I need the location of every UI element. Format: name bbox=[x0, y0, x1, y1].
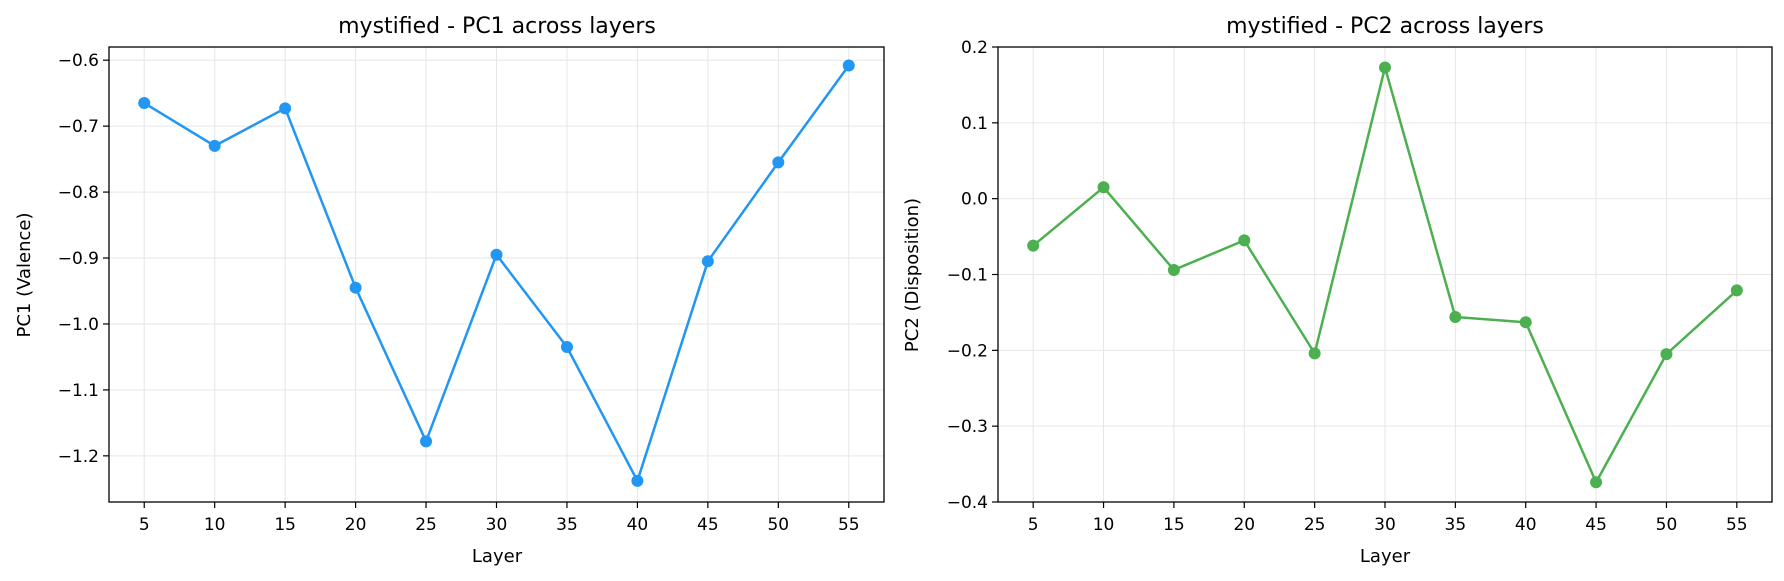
x-tick-label: 55 bbox=[838, 515, 860, 535]
data-point bbox=[349, 281, 362, 294]
x-tick-label: 35 bbox=[556, 515, 578, 535]
data-point bbox=[1730, 284, 1743, 297]
tick-layer: 5 10 15 20 25 30 35 40 45 50 55 −0.6 −0.7 −0.8 −0.9 −1.… bbox=[58, 51, 860, 535]
x-axis-label: Layer bbox=[472, 546, 523, 567]
chart-title: mystified - PC1 across layers bbox=[338, 14, 656, 39]
data-point bbox=[1590, 476, 1603, 489]
plot-layer bbox=[1027, 61, 1743, 489]
data-point bbox=[1660, 348, 1673, 361]
x-tick-label: 50 bbox=[767, 515, 789, 535]
data-point bbox=[1097, 181, 1110, 194]
x-tick-label: 30 bbox=[1374, 515, 1396, 535]
y-tick-label: −0.3 bbox=[947, 417, 988, 437]
data-point bbox=[1238, 234, 1251, 247]
y-tick-label: −0.9 bbox=[58, 249, 99, 269]
data-point bbox=[560, 341, 573, 354]
y-tick-label: 0.1 bbox=[961, 114, 988, 134]
chart-pc1: mystified - PC1 across layers 5 10 15 20 25 3… bbox=[14, 14, 885, 567]
data-point bbox=[138, 97, 151, 110]
y-tick-label: −1.0 bbox=[58, 315, 99, 335]
y-tick-label: 0.0 bbox=[961, 190, 988, 210]
y-tick-label: −0.2 bbox=[947, 341, 988, 361]
data-point bbox=[1027, 239, 1040, 252]
y-tick-label: −0.7 bbox=[58, 117, 99, 137]
data-point bbox=[842, 59, 855, 72]
x-tick-label: 20 bbox=[345, 515, 367, 535]
x-tick-label: 30 bbox=[486, 515, 508, 535]
data-point bbox=[490, 248, 503, 261]
x-tick-label: 50 bbox=[1656, 515, 1678, 535]
data-point bbox=[772, 156, 785, 169]
tick-layer: 5 10 15 20 25 30 35 40 45 50 55 0.2 0.1 0.0 −0.1 −0.2 −0… bbox=[947, 38, 1748, 535]
y-tick-label: −1.1 bbox=[58, 381, 99, 401]
x-tick-label: 40 bbox=[627, 515, 649, 535]
y-tick-label: 0.2 bbox=[961, 38, 988, 58]
y-tick-label: −0.1 bbox=[947, 266, 988, 286]
data-point bbox=[208, 139, 221, 152]
y-tick-label: −0.8 bbox=[58, 183, 99, 203]
data-point bbox=[631, 474, 644, 487]
x-tick-label: 20 bbox=[1233, 515, 1255, 535]
x-tick-label: 10 bbox=[1093, 515, 1115, 535]
x-tick-label: 45 bbox=[697, 515, 719, 535]
y-tick-label: −0.4 bbox=[947, 493, 988, 513]
x-axis-label: Layer bbox=[1360, 546, 1411, 567]
x-tick-label: 40 bbox=[1515, 515, 1537, 535]
data-point bbox=[420, 435, 433, 448]
data-point bbox=[1379, 61, 1391, 74]
x-tick-label: 25 bbox=[1304, 515, 1326, 535]
x-tick-label: 5 bbox=[139, 515, 150, 535]
data-point bbox=[1449, 310, 1462, 323]
data-point bbox=[1167, 263, 1180, 276]
plot-layer bbox=[138, 59, 855, 487]
x-tick-label: 25 bbox=[415, 515, 437, 535]
x-tick-label: 55 bbox=[1726, 515, 1748, 535]
data-point bbox=[1519, 316, 1532, 329]
x-tick-label: 5 bbox=[1028, 515, 1039, 535]
x-tick-label: 10 bbox=[204, 515, 226, 535]
x-tick-label: 15 bbox=[274, 515, 296, 535]
data-point bbox=[1308, 347, 1321, 360]
x-tick-label: 35 bbox=[1445, 515, 1467, 535]
chart-title: mystified - PC2 across layers bbox=[1226, 14, 1544, 39]
data-point bbox=[279, 102, 292, 115]
y-axis-label: PC1 (Valence) bbox=[14, 212, 35, 337]
x-tick-label: 15 bbox=[1163, 515, 1185, 535]
y-tick-label: −0.6 bbox=[58, 51, 99, 71]
chart-pc2: mystified - PC2 across layers 5 10 15 20 25 3… bbox=[902, 14, 1773, 567]
y-tick-label: −1.2 bbox=[58, 447, 99, 467]
data-point bbox=[701, 255, 714, 268]
x-tick-label: 45 bbox=[1585, 515, 1607, 535]
y-axis-label: PC2 (Disposition) bbox=[902, 198, 923, 352]
